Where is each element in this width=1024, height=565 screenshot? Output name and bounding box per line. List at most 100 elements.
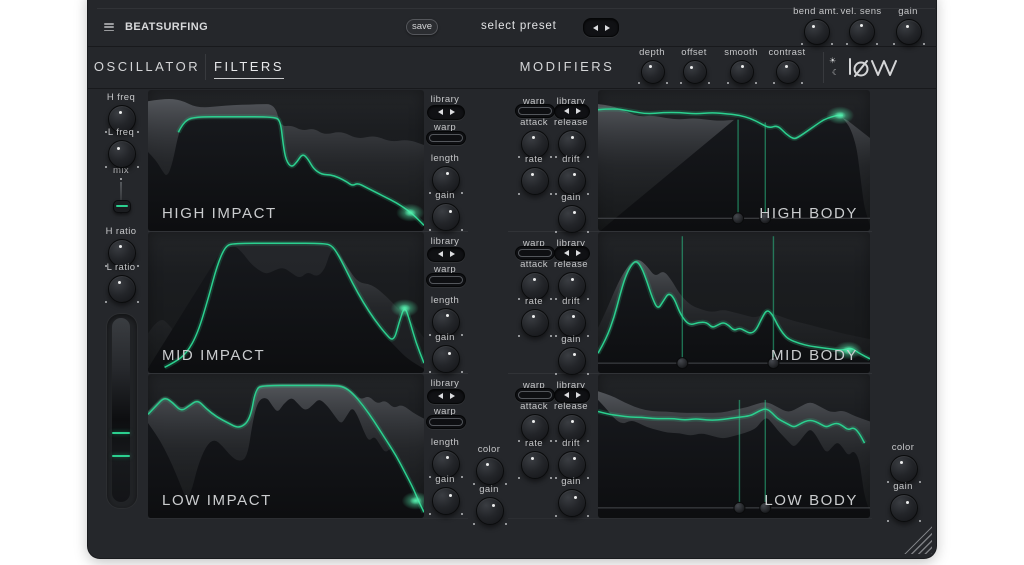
- master-right-color-knob[interactable]: [887, 455, 921, 483]
- resize-handle[interactable]: [902, 524, 932, 554]
- impact-2-library-arrows-prev-icon[interactable]: [437, 393, 443, 399]
- panel-mid-impact[interactable]: MID IMPACT: [148, 232, 424, 373]
- h-ratio-knob[interactable]: [105, 239, 139, 267]
- impact-1-length-knob[interactable]: [429, 308, 463, 336]
- impact-1-library-label: library: [430, 236, 460, 247]
- menu-icon[interactable]: [104, 23, 114, 31]
- mix-slider-track[interactable]: [120, 182, 122, 214]
- impact-0-library-arrows[interactable]: [427, 104, 465, 120]
- moon-icon[interactable]: ☾: [832, 68, 840, 77]
- sun-icon[interactable]: ☀: [829, 56, 837, 65]
- save-button[interactable]: save: [406, 19, 438, 35]
- master-gain-knob[interactable]: [893, 19, 925, 45]
- body-1-warp-slider[interactable]: [515, 246, 555, 260]
- body-2-library-arrows-prev-icon[interactable]: [563, 392, 569, 398]
- body-1-library-arrows[interactable]: [554, 245, 590, 261]
- master-left-color-knob[interactable]: [473, 457, 507, 485]
- body-0-library-arrows[interactable]: [554, 103, 590, 119]
- body-2-library-label: library: [556, 380, 586, 391]
- fader-line[interactable]: [112, 432, 130, 435]
- panel-label: MID IMPACT: [162, 347, 266, 364]
- smooth-knob[interactable]: [727, 60, 757, 84]
- body-0-rate-knob[interactable]: [518, 167, 552, 195]
- marker-handle[interactable]: [760, 502, 771, 513]
- fader-line[interactable]: [112, 455, 130, 458]
- marker-handle[interactable]: [734, 502, 745, 513]
- body-2-drift-knob[interactable]: [555, 451, 589, 479]
- body-1-drift-knob[interactable]: [555, 309, 589, 337]
- master-left-gain-knob-label: gain: [479, 484, 499, 495]
- bend-amt-knob-label: bend amt.: [793, 6, 839, 17]
- bend-amt-knob[interactable]: [801, 19, 833, 45]
- body-0-drift-knob[interactable]: [555, 167, 589, 195]
- marker-handle[interactable]: [768, 358, 779, 369]
- body-2-attack-knob[interactable]: [518, 414, 552, 442]
- impact-0-warp-slider[interactable]: [426, 131, 466, 145]
- panel-low-impact[interactable]: LOW IMPACT: [148, 374, 424, 518]
- preset-label: select preset: [481, 20, 557, 32]
- impact-1-library-arrows[interactable]: [427, 246, 465, 262]
- impact-0-library-arrows-next-icon[interactable]: [449, 109, 455, 115]
- body-2-release-knob[interactable]: [555, 414, 589, 442]
- impact-0-library-arrows-prev-icon[interactable]: [437, 109, 443, 115]
- tab-filters[interactable]: FILTERS: [214, 59, 284, 79]
- h-freq-knob[interactable]: [105, 105, 139, 133]
- body-0-attack-knob-label: attack: [520, 117, 548, 128]
- body-2-warp-slider[interactable]: [515, 388, 555, 402]
- l-ratio-knob[interactable]: [105, 275, 139, 303]
- body-1-library-arrows-prev-icon[interactable]: [563, 250, 569, 256]
- l-freq-knob[interactable]: [105, 140, 139, 168]
- body-2-rate-knob[interactable]: [518, 451, 552, 479]
- preset-prev-icon[interactable]: [592, 24, 598, 31]
- body-1-attack-knob-label: attack: [520, 259, 548, 270]
- impact-2-library-arrows[interactable]: [427, 388, 465, 404]
- impact-2-warp-slider[interactable]: [426, 415, 466, 429]
- master-left-gain-knob[interactable]: [473, 497, 507, 525]
- mix-label: mix: [113, 165, 129, 176]
- preset-next-icon[interactable]: [604, 24, 610, 31]
- impact-1-library-arrows-next-icon[interactable]: [449, 251, 455, 257]
- offset-knob[interactable]: [680, 60, 710, 84]
- body-0-library-arrows-prev-icon[interactable]: [563, 108, 569, 114]
- impact-2-gain-knob[interactable]: [429, 487, 463, 515]
- vel-sens-knob[interactable]: [846, 19, 878, 45]
- impact-1-warp-slider[interactable]: [426, 273, 466, 287]
- level-fader-track[interactable]: [112, 318, 130, 502]
- panel-low-body[interactable]: LOW BODY: [598, 374, 870, 518]
- body-2-library-arrows-next-icon[interactable]: [575, 392, 581, 398]
- body-1-rate-knob[interactable]: [518, 309, 552, 337]
- impact-0-gain-knob[interactable]: [429, 203, 463, 231]
- body-1-library-arrows-next-icon[interactable]: [575, 250, 581, 256]
- mix-slider-thumb[interactable]: [113, 200, 131, 214]
- body-1-release-knob[interactable]: [555, 272, 589, 300]
- mix-top-tick: [120, 178, 122, 180]
- marker-handle[interactable]: [760, 213, 771, 224]
- body-0-attack-knob[interactable]: [518, 130, 552, 158]
- depth-knob-label: depth: [639, 47, 665, 58]
- panel-high-impact[interactable]: HIGH IMPACT: [148, 90, 424, 231]
- body-2-gain-knob[interactable]: [555, 489, 589, 517]
- impact-2-length-knob[interactable]: [429, 450, 463, 478]
- contrast-knob[interactable]: [773, 60, 803, 84]
- panel-high-body[interactable]: HIGH BODY: [598, 90, 870, 231]
- depth-knob[interactable]: [638, 60, 668, 84]
- body-1-attack-knob[interactable]: [518, 272, 552, 300]
- body-0-gain-knob[interactable]: [555, 205, 589, 233]
- body-0-release-knob[interactable]: [555, 130, 589, 158]
- master-right-gain-knob[interactable]: [887, 494, 921, 522]
- tab-oscillator[interactable]: OSCILLATOR: [93, 59, 201, 74]
- impact-2-library-arrows-next-icon[interactable]: [449, 393, 455, 399]
- body-2-attack-knob-label: attack: [520, 401, 548, 412]
- l-freq-knob-label: L freq: [107, 127, 135, 138]
- impact-1-gain-knob[interactable]: [429, 345, 463, 373]
- body-1-gain-knob[interactable]: [555, 347, 589, 375]
- body-0-library-arrows-next-icon[interactable]: [575, 108, 581, 114]
- marker-handle[interactable]: [677, 358, 688, 369]
- marker-handle[interactable]: [733, 213, 744, 224]
- body-0-warp-slider[interactable]: [515, 104, 555, 118]
- impact-0-length-knob[interactable]: [429, 166, 463, 194]
- impact-1-library-arrows-prev-icon[interactable]: [437, 251, 443, 257]
- preset-selector[interactable]: [583, 18, 619, 37]
- panel-mid-body[interactable]: MID BODY: [598, 232, 870, 373]
- body-2-library-arrows[interactable]: [554, 387, 590, 403]
